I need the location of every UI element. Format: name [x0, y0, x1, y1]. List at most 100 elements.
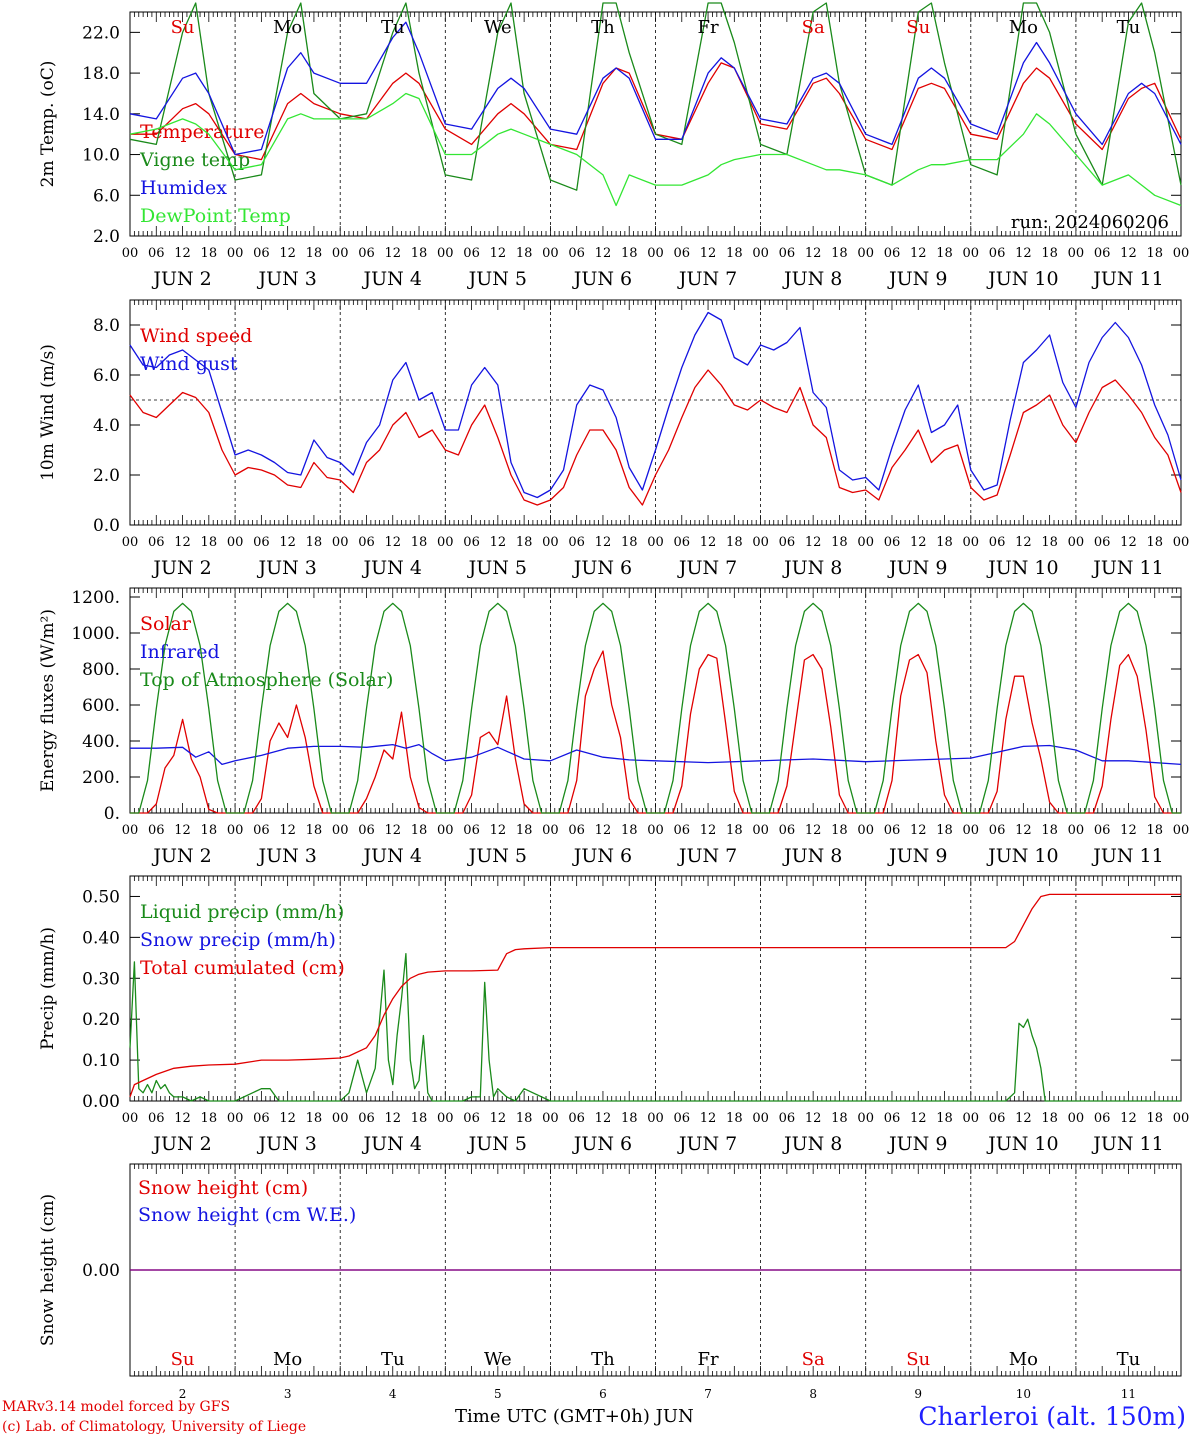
panel-precip: 0.00 0.10 0.20 0.30 0.40 0.50 Precip (mm/h) 00 0…	[38, 875, 1190, 1155]
x-hour-label: 12	[384, 535, 401, 550]
x-hour-label: 00	[1173, 535, 1190, 550]
x-hour-label: 06	[358, 1111, 375, 1126]
x-hour-label: 06	[779, 823, 796, 838]
x-hour-label: 18	[201, 823, 218, 838]
legend-entry: Vigne temp	[139, 149, 250, 171]
x-date-label: JUN 10	[986, 557, 1058, 579]
x-hour-label: 12	[700, 1111, 717, 1126]
x-date-label: JUN 11	[1091, 845, 1163, 867]
legend-entry: Liquid precip (mm/h)	[140, 901, 344, 923]
panel-temp: 2.0 6.0 10.0 14.0 18.0 22.0 2m Temp. (oC) 00 06 1…	[38, 2, 1189, 290]
station-name: Charleroi (alt. 150m)	[918, 1402, 1186, 1431]
x-hour-label: 06	[358, 823, 375, 838]
x-hour-label: 00	[647, 246, 664, 261]
y-tick-label: 0.00	[82, 1092, 120, 1112]
x-date-label: JUN 7	[677, 557, 737, 579]
x-hour-label: 18	[1146, 1111, 1163, 1126]
series-line-precip-2	[129, 893, 1181, 1098]
legend-entry: Wind gust	[140, 353, 238, 375]
y-tick-label: 1200.	[71, 588, 120, 608]
weekday-label-top: We	[484, 17, 512, 38]
x-hour-label: 18	[621, 1111, 638, 1126]
x-hour-label: 18	[1146, 535, 1163, 550]
y-axis-label: Energy fluxes (W/m²)	[38, 609, 58, 792]
y-tick-label: 18.0	[82, 64, 120, 84]
x-hour-label: 00	[1173, 823, 1190, 838]
x-hour-label: 12	[490, 823, 507, 838]
x-hour-label: 06	[779, 246, 796, 261]
x-hour-label: 00	[227, 535, 244, 550]
x-date-label: JUN 4	[362, 845, 422, 867]
series-line-temp-3	[129, 92, 1182, 207]
x-hour-label: 06	[463, 823, 480, 838]
x-hour-label: 06	[1094, 823, 1111, 838]
x-hour-label: 06	[568, 535, 585, 550]
x-hour-label: 12	[490, 1111, 507, 1126]
x-hour-label: 06	[1094, 246, 1111, 261]
x-hour-label: 18	[621, 246, 638, 261]
x-date-label: JUN 3	[256, 1133, 316, 1155]
legend-entry: Snow height (cm W.E.)	[138, 1204, 356, 1226]
x-hour-label: 12	[1120, 246, 1137, 261]
x-hour-label: 12	[1015, 823, 1032, 838]
x-date-label: JUN 5	[467, 268, 527, 290]
legend-entry: Top of Atmosphere (Solar)	[140, 669, 393, 691]
y-tick-label: 0.40	[82, 928, 120, 948]
x-date-label: JUN 7	[677, 1133, 737, 1155]
panel-snow: 0.00 Snow height (cm) Snow height (cm) Snow…	[38, 1163, 1182, 1401]
y-tick-label: 400.	[82, 732, 120, 752]
x-hour-label: 00	[332, 823, 349, 838]
x-hour-label: 12	[384, 246, 401, 261]
weekday-label-bottom: Mo	[1009, 1349, 1038, 1370]
panel-energy: 0. 200. 400. 600. 800. 1000. 1200. Energy fluxe…	[38, 587, 1190, 867]
x-hour-label: 12	[1015, 1111, 1032, 1126]
panel-frame	[129, 587, 1182, 814]
x-hour-label: 06	[148, 246, 165, 261]
series-line-wind-0	[129, 369, 1182, 506]
x-hour-label: 00	[227, 246, 244, 261]
x-hour-label: 00	[963, 246, 980, 261]
x-hour-label: 18	[411, 1111, 428, 1126]
y-axis-label: 2m Temp. (oC)	[38, 61, 58, 188]
x-date-label: JUN 8	[782, 557, 842, 579]
x-hour-label: 18	[726, 246, 743, 261]
weekday-label-bottom: Sa	[802, 1349, 825, 1370]
x-hour-label: 00	[752, 823, 769, 838]
x-hour-label: 18	[516, 1111, 533, 1126]
x-hour-label: 00	[227, 1111, 244, 1126]
x-hour-label: 00	[647, 1111, 664, 1126]
x-hour-label: 00	[752, 246, 769, 261]
x-hour-label: 00	[332, 1111, 349, 1126]
legend-entry: Snow precip (mm/h)	[140, 929, 336, 951]
x-hour-label: 18	[1146, 823, 1163, 838]
panel-wind: 0.0 2.0 4.0 6.0 8.0 10m Wind (m/s) 00 06 12 18 JUN…	[38, 299, 1190, 579]
day-number-label: 10	[1016, 1387, 1031, 1401]
x-hour-label: 12	[279, 823, 296, 838]
series-line-energy-1	[130, 743, 1182, 766]
x-date-label: JUN 8	[782, 845, 842, 867]
x-hour-label: 12	[595, 823, 612, 838]
x-hour-label: 12	[490, 246, 507, 261]
x-hour-label: 18	[516, 823, 533, 838]
x-hour-label: 00	[963, 535, 980, 550]
y-axis-label: Precip (mm/h)	[38, 927, 58, 1050]
weekday-label-bottom: Su	[906, 1349, 930, 1370]
x-hour-label: 12	[805, 1111, 822, 1126]
day-number-label: 6	[599, 1387, 607, 1401]
y-axis-label: Snow height (cm)	[38, 1194, 58, 1346]
x-hour-label: 00	[647, 535, 664, 550]
x-hour-label: 00	[1173, 1111, 1190, 1126]
x-hour-label: 06	[148, 823, 165, 838]
credit-line-model: MARv3.14 model forced by GFS	[2, 1399, 231, 1415]
x-hour-label: 00	[542, 535, 559, 550]
series-line-wind-1	[129, 311, 1182, 499]
x-date-label: JUN 6	[572, 268, 632, 290]
x-date-label: JUN 6	[572, 557, 632, 579]
x-hour-label: 06	[358, 246, 375, 261]
series-line-temp-1	[129, 2, 1182, 191]
y-tick-label: 2.0	[93, 227, 120, 247]
x-hour-label: 18	[936, 823, 953, 838]
x-hour-label: 12	[1015, 535, 1032, 550]
x-hour-label: 06	[148, 1111, 165, 1126]
x-hour-label: 06	[253, 535, 270, 550]
